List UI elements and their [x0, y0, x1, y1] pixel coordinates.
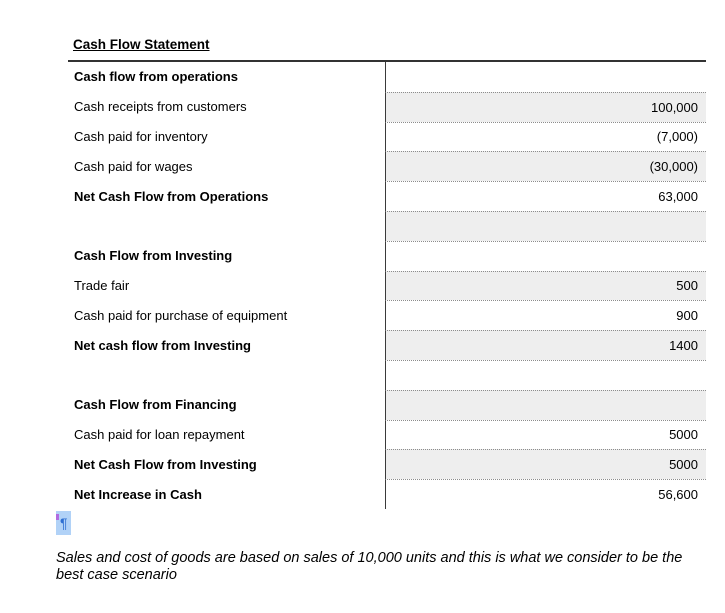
row-label: Trade fair [68, 270, 385, 301]
table-row: Cash receipts from customers 100,000 [68, 91, 706, 122]
value-field[interactable] [385, 240, 706, 271]
row-label: Cash paid for wages [68, 151, 385, 182]
row-label [68, 210, 385, 241]
row-label: Net cash flow from Investing [68, 330, 385, 360]
value-field[interactable] [385, 62, 706, 92]
value-field[interactable]: (7,000) [385, 121, 706, 152]
row-label: Cash paid for purchase of equipment [68, 300, 385, 331]
table-row: Cash Flow from Investing [68, 240, 706, 271]
row-label: Cash paid for inventory [68, 121, 385, 152]
row-label: Cash flow from operations [68, 62, 385, 92]
table-row: Net Cash Flow from Investing 5000 [68, 449, 706, 480]
table-row: Cash Flow from Financing [68, 389, 706, 420]
cash-flow-table: Cash flow from operations Cash receipts … [68, 60, 706, 509]
table-row: Cash paid for loan repayment 5000 [68, 419, 706, 450]
table-row: Net Cash Flow from Operations 63,000 [68, 181, 706, 211]
value-field[interactable]: 500 [385, 270, 706, 301]
value-field[interactable] [385, 389, 706, 420]
row-label: Net Increase in Cash [68, 479, 385, 509]
table-row: Cash flow from operations [68, 62, 706, 92]
table-row: Net cash flow from Investing 1400 [68, 330, 706, 360]
value-field[interactable]: 56,600 [385, 479, 706, 509]
row-label: Cash Flow from Investing [68, 240, 385, 271]
row-label: Net Cash Flow from Investing [68, 449, 385, 480]
value-field[interactable] [385, 210, 706, 241]
row-label: Net Cash Flow from Operations [68, 181, 385, 211]
table-row: Cash paid for purchase of equipment 900 [68, 300, 706, 331]
value-field[interactable] [385, 359, 706, 390]
row-label: Cash paid for loan repayment [68, 419, 385, 450]
cursor-mark [56, 513, 59, 520]
value-field[interactable]: 5000 [385, 419, 706, 450]
selected-paragraph-mark[interactable]: ¶ [56, 510, 71, 535]
footnote-text: Sales and cost of goods are based on sal… [56, 549, 683, 584]
row-label [68, 359, 385, 390]
value-field[interactable]: 900 [385, 300, 706, 331]
value-field[interactable]: 100,000 [385, 91, 706, 122]
row-label: Cash Flow from Financing [68, 389, 385, 420]
table-row: Net Increase in Cash 56,600 [68, 479, 706, 509]
paragraph-mark-line: ¶ [56, 510, 725, 537]
value-field[interactable]: 63,000 [385, 181, 706, 211]
value-field[interactable]: 5000 [385, 449, 706, 480]
value-field[interactable]: 1400 [385, 330, 706, 360]
table-row: Cash paid for inventory (7,000) [68, 121, 706, 152]
table-row: Trade fair 500 [68, 270, 706, 301]
table-row [68, 359, 706, 390]
row-label: Cash receipts from customers [68, 91, 385, 122]
value-field[interactable]: (30,000) [385, 151, 706, 182]
document-title: Cash Flow Statement [73, 37, 210, 52]
table-row: Cash paid for wages (30,000) [68, 151, 706, 182]
table-row [68, 210, 706, 241]
